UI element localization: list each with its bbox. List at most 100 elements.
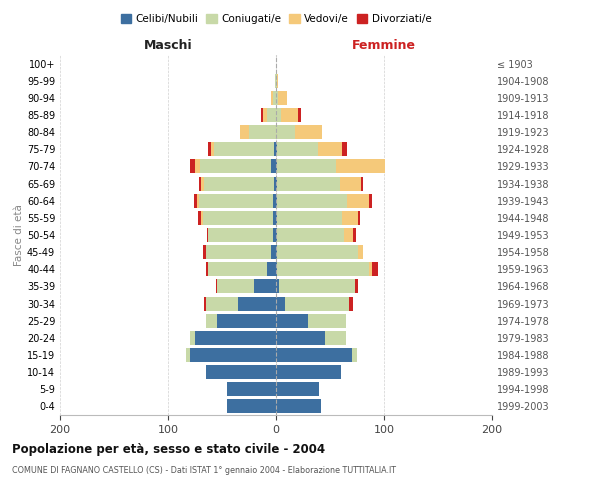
Bar	[195, 331, 276, 345]
Text: Femmine: Femmine	[352, 38, 416, 52]
Bar	[203, 211, 273, 225]
Bar	[275, 74, 276, 88]
Bar	[271, 245, 276, 259]
Bar	[347, 194, 369, 207]
Bar	[276, 160, 277, 173]
Text: COMUNE DI FAGNANO CASTELLO (CS) - Dati ISTAT 1° gennaio 2004 - Elaborazione TUTT: COMUNE DI FAGNANO CASTELLO (CS) - Dati I…	[12, 466, 396, 475]
Bar	[238, 296, 276, 310]
Bar	[198, 211, 202, 225]
Bar	[369, 262, 372, 276]
Bar	[276, 176, 277, 190]
Bar	[277, 245, 358, 259]
Bar	[263, 108, 268, 122]
Bar	[254, 280, 276, 293]
Bar	[276, 382, 319, 396]
Bar	[277, 211, 342, 225]
Bar	[276, 400, 322, 413]
Bar	[358, 211, 360, 225]
Bar	[277, 176, 340, 190]
Bar	[274, 176, 276, 190]
Bar	[349, 296, 353, 310]
Bar	[199, 176, 202, 190]
Bar	[276, 296, 284, 310]
Bar	[206, 262, 208, 276]
Bar	[276, 211, 277, 225]
Bar	[241, 125, 249, 139]
Text: Popolazione per età, sesso e stato civile - 2004: Popolazione per età, sesso e stato civil…	[12, 442, 325, 456]
Bar	[217, 280, 254, 293]
Bar	[206, 245, 271, 259]
Bar	[298, 108, 301, 122]
Bar	[277, 74, 278, 88]
Bar	[276, 74, 277, 88]
Bar	[197, 194, 199, 207]
Bar	[276, 108, 281, 122]
Bar	[281, 108, 298, 122]
Bar	[295, 125, 322, 139]
Text: Maschi: Maschi	[143, 38, 193, 52]
Bar	[217, 314, 276, 328]
Bar	[215, 280, 217, 293]
Bar	[190, 331, 195, 345]
Bar	[369, 194, 372, 207]
Bar	[276, 262, 277, 276]
Bar	[273, 211, 276, 225]
Bar	[279, 280, 355, 293]
Bar	[273, 91, 276, 105]
Bar	[206, 296, 238, 310]
Bar	[211, 142, 214, 156]
Bar	[227, 382, 276, 396]
Bar	[227, 400, 276, 413]
Bar	[273, 228, 276, 242]
Bar	[284, 296, 349, 310]
Bar	[276, 228, 277, 242]
Bar	[276, 125, 295, 139]
Bar	[276, 331, 325, 345]
Bar	[277, 160, 337, 173]
Bar	[203, 296, 206, 310]
Bar	[308, 314, 346, 328]
Bar	[271, 160, 276, 173]
Bar	[268, 108, 276, 122]
Bar	[276, 314, 308, 328]
Bar	[355, 280, 358, 293]
Bar	[325, 331, 346, 345]
Bar	[278, 91, 287, 105]
Bar	[207, 228, 208, 242]
Bar	[206, 314, 217, 328]
Y-axis label: Fasce di età: Fasce di età	[14, 204, 24, 266]
Bar	[276, 142, 277, 156]
Bar	[200, 160, 271, 173]
Bar	[208, 228, 273, 242]
Bar	[342, 211, 358, 225]
Bar	[318, 142, 342, 156]
Bar	[271, 91, 273, 105]
Bar	[274, 142, 276, 156]
Bar	[337, 160, 385, 173]
Bar	[202, 176, 203, 190]
Bar	[276, 91, 278, 105]
Bar	[276, 365, 341, 379]
Bar	[276, 280, 279, 293]
Bar	[187, 348, 190, 362]
Bar	[273, 194, 276, 207]
Bar	[352, 348, 357, 362]
Bar	[208, 262, 268, 276]
Bar	[249, 125, 276, 139]
Bar	[276, 245, 277, 259]
Bar	[276, 348, 352, 362]
Bar	[358, 245, 364, 259]
Bar	[214, 142, 274, 156]
Bar	[203, 176, 274, 190]
Bar	[340, 176, 361, 190]
Bar	[277, 228, 344, 242]
Bar	[202, 211, 203, 225]
Bar	[190, 348, 276, 362]
Bar	[208, 142, 211, 156]
Bar	[277, 142, 318, 156]
Bar	[372, 262, 377, 276]
Bar	[195, 160, 200, 173]
Bar	[203, 245, 206, 259]
Bar	[277, 194, 347, 207]
Bar	[276, 194, 277, 207]
